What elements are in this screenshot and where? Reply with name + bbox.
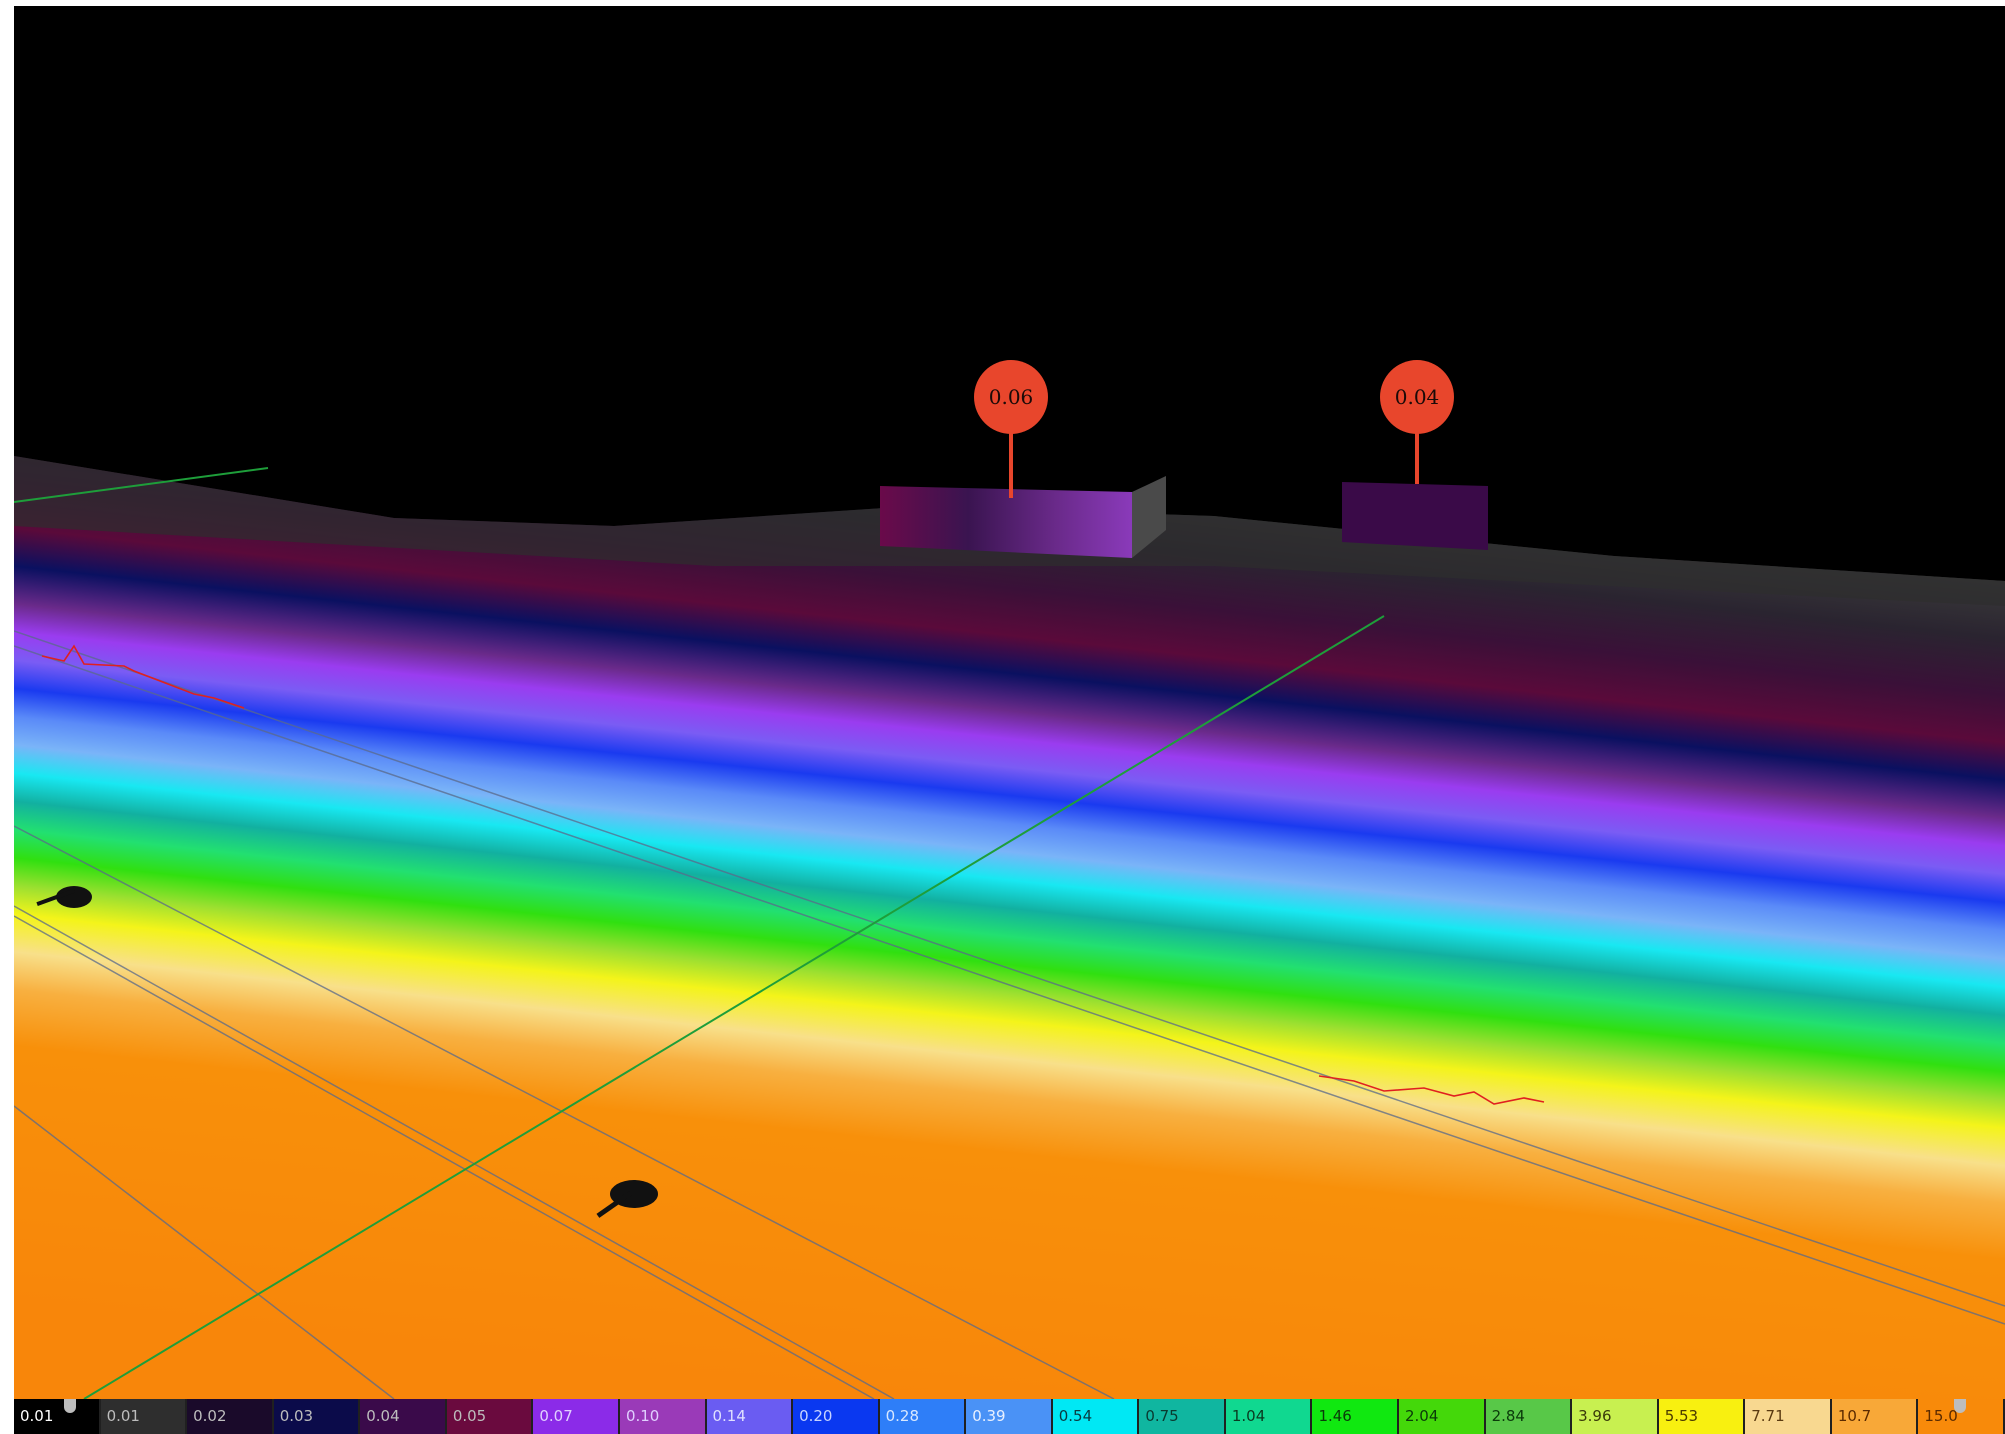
value-marker-label: 0.04 [1394, 385, 1440, 409]
legend-stop: 7.71 [1745, 1399, 1832, 1434]
legend-stop: 3.96 [1572, 1399, 1659, 1434]
3d-viewport[interactable]: 0.06 0.04 [14, 6, 2005, 1399]
legend-stop: 0.75 [1139, 1399, 1226, 1434]
legend-stop: 0.01 [14, 1399, 101, 1434]
legend-stop: 1.04 [1225, 1399, 1313, 1434]
legend-stop: 0.04 [360, 1399, 447, 1434]
legend-stop: 0.05 [446, 1399, 534, 1434]
marker-stem-1 [1009, 426, 1013, 498]
legend-stop: 0.20 [793, 1399, 880, 1434]
legend-stop: 2.84 [1485, 1399, 1573, 1434]
legend-stop: 0.14 [706, 1399, 794, 1434]
color-scale-legend: 0.01 0.01 0.02 0.03 0.04 0.05 0.07 0.10 0.14 0.20… [14, 1399, 2005, 1434]
value-marker-2[interactable]: 0.04 [1380, 360, 1454, 434]
legend-stop: 5.53 [1658, 1399, 1746, 1434]
range-min-handle[interactable] [64, 1399, 76, 1413]
legend-stop: 0.10 [619, 1399, 707, 1434]
legend-stop: 1.46 [1312, 1399, 1399, 1434]
legend-stop: 0.01 [100, 1399, 188, 1434]
legend-stop: 0.28 [879, 1399, 967, 1434]
legend-stop: 0.54 [1052, 1399, 1140, 1434]
legend-stop: 0.39 [966, 1399, 1053, 1434]
legend-stop: 0.07 [533, 1399, 620, 1434]
legend-stop: 0.03 [273, 1399, 361, 1434]
legend-stop: 2.04 [1399, 1399, 1486, 1434]
legend-stop: 0.02 [187, 1399, 274, 1434]
range-max-handle[interactable] [1954, 1399, 1966, 1413]
legend-stop: 10.7 [1831, 1399, 1919, 1434]
illuminance-surface-render [14, 6, 2005, 1399]
value-marker-1[interactable]: 0.06 [974, 360, 1048, 434]
marker-stem-2 [1415, 426, 1419, 484]
value-marker-label: 0.06 [988, 385, 1034, 409]
